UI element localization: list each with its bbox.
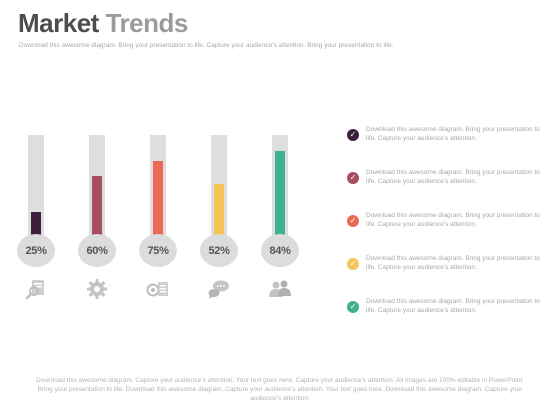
percent-circle: 75%: [139, 234, 177, 267]
people-icon: [269, 280, 291, 297]
legend-item: ✓ Download this awesome diagram. Bring y…: [345, 212, 545, 234]
legend-text: Download this awesome diagram. Bring you…: [366, 298, 540, 314]
title-word-trends: Trends: [105, 8, 189, 38]
legend-text: Download this awesome diagram. Bring you…: [366, 255, 540, 271]
bar-item: 84%: [258, 135, 302, 315]
bar-fill: [92, 176, 102, 238]
percent-circle: 60%: [78, 234, 116, 267]
bar-fill: [153, 160, 163, 238]
legend-item: ✓ Download this awesome diagram. Bring y…: [345, 169, 545, 191]
bar-item: 60%: [75, 135, 119, 315]
bar-item: 75%: [136, 135, 180, 315]
bar-fill: [31, 212, 41, 238]
check-icon: ✓: [347, 301, 359, 313]
check-icon: ✓: [347, 172, 359, 184]
legend-text: Download this awesome diagram. Bring you…: [366, 212, 540, 228]
bar-track: [28, 135, 44, 238]
bar-track: [211, 135, 227, 238]
percent-circle: 25%: [17, 234, 55, 267]
bar-item: 25%: [14, 135, 58, 315]
check-icon: ✓: [347, 129, 359, 141]
legend-item: ✓ Download this awesome diagram. Bring y…: [345, 126, 545, 148]
subtitle: Download this awesome diagram. Bring you…: [19, 42, 394, 49]
check-icon: ✓: [347, 215, 359, 227]
legend-item: ✓ Download this awesome diagram. Bring y…: [345, 255, 545, 277]
search-document-icon: [25, 280, 44, 300]
bar-item: 52%: [197, 135, 241, 315]
bar-fill: [214, 184, 224, 238]
legend-text: Download this awesome diagram. Bring you…: [366, 169, 540, 185]
bar-track: [150, 135, 166, 238]
page-title: Market Trends: [18, 8, 188, 39]
percent-circle: 84%: [261, 234, 299, 267]
legend-item: ✓ Download this awesome diagram. Bring y…: [345, 298, 545, 320]
target-document-icon: [146, 282, 168, 297]
percent-circle: 52%: [200, 234, 238, 267]
check-icon: ✓: [347, 258, 359, 270]
gear-icon: [87, 279, 107, 299]
chat-icon: [208, 280, 229, 299]
title-word-market: Market: [18, 8, 99, 38]
legend-text: Download this awesome diagram. Bring you…: [366, 126, 540, 142]
bar-fill: [275, 151, 285, 238]
footer-text: Download this awesome diagram. Capture y…: [36, 377, 524, 402]
bar-track: [272, 135, 288, 238]
bar-track: [89, 135, 105, 238]
